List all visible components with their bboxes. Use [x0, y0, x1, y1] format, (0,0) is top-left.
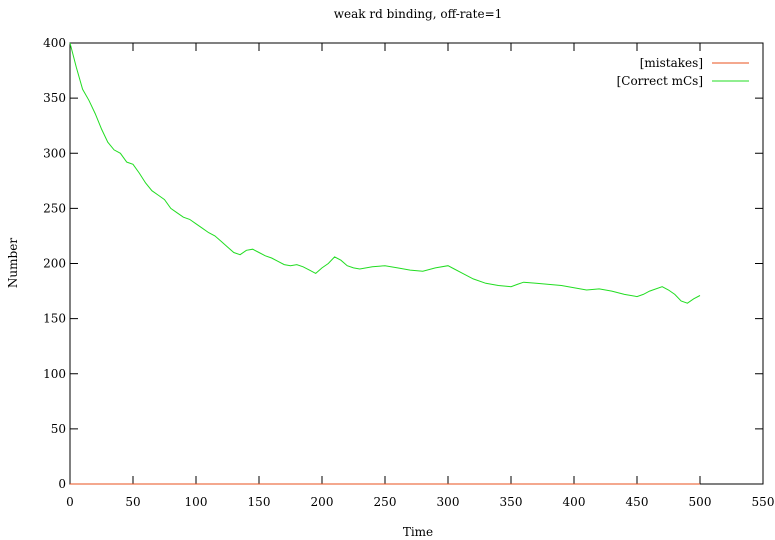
y-tick-label: 250	[43, 201, 66, 215]
x-tick-label: 100	[185, 495, 208, 509]
legend-label: [Correct mCs]	[617, 74, 703, 88]
x-tick-label: 300	[437, 495, 460, 509]
x-tick-label: 50	[125, 495, 140, 509]
y-tick-label: 350	[43, 91, 66, 105]
x-axis: 0 50 100 150 200 250 300 350 400 450 500 550	[66, 43, 774, 509]
x-tick-label: 250	[374, 495, 397, 509]
y-tick-label: 100	[43, 367, 66, 381]
x-tick-label: 200	[311, 495, 334, 509]
y-axis-label: Number	[6, 238, 20, 288]
chart-title: weak rd binding, off-rate=1	[334, 7, 503, 21]
y-tick-label: 50	[51, 422, 66, 436]
x-tick-label: 0	[66, 495, 74, 509]
x-tick-label: 150	[248, 495, 271, 509]
x-tick-label: 550	[752, 495, 775, 509]
y-axis: 0 50 100 150 200 250 300 350 400	[43, 36, 763, 491]
legend-label: [mistakes]	[640, 56, 703, 70]
y-tick-label: 0	[58, 477, 66, 491]
y-tick-label: 150	[43, 312, 66, 326]
series-layer	[69, 42, 701, 485]
x-tick-label: 450	[626, 495, 649, 509]
x-axis-label: Time	[403, 525, 433, 539]
y-tick-label: 400	[43, 36, 66, 50]
x-tick-label: 500	[689, 495, 712, 509]
legend: [mistakes] [Correct mCs]	[617, 56, 749, 88]
y-tick-label: 200	[43, 257, 66, 271]
plot-frame	[69, 42, 764, 485]
x-tick-label: 350	[500, 495, 523, 509]
x-tick-label: 400	[563, 495, 586, 509]
y-tick-label: 300	[43, 146, 66, 160]
series-line-1	[69, 42, 701, 304]
